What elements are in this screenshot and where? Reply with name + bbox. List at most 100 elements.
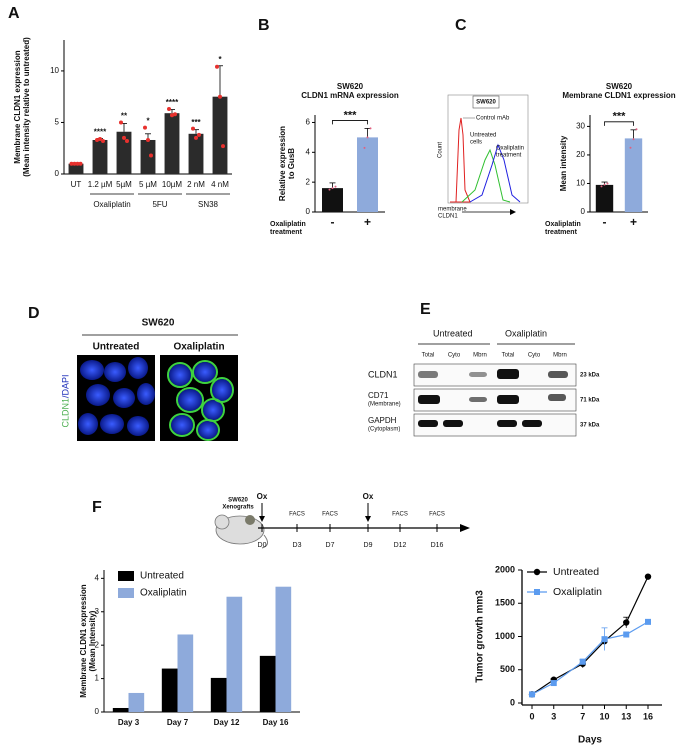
data-point [215, 64, 219, 69]
legend-label: Oxaliplatin [140, 588, 187, 599]
marker [623, 631, 630, 638]
day-label: D0 [258, 542, 267, 549]
data-point [125, 139, 129, 144]
model-label: SW620 [228, 498, 248, 504]
flow-xlabel: membrane [438, 207, 467, 213]
bar [177, 634, 194, 712]
flow-title: SW620 [476, 100, 496, 106]
flow-title-box [472, 95, 500, 109]
bar [226, 596, 243, 712]
y-tick-label: 1500 [495, 598, 515, 608]
lane-label: Total [422, 353, 435, 359]
day-label: D16 [431, 542, 444, 549]
y-axis-label: Mean intensity [559, 135, 568, 191]
bar [92, 139, 108, 174]
microscopy: SW620 Untreated Oxaliplatin CLDN1 /DAPI [60, 318, 238, 441]
y-tick-label: 3 [95, 607, 100, 616]
x-tick-label: - [331, 215, 335, 229]
bar [322, 188, 343, 212]
y-tick-label: 1000 [495, 631, 515, 641]
y-tick-label: 10 [576, 179, 585, 188]
event-label: FACS [289, 512, 305, 518]
bar [275, 586, 292, 712]
blot-row-label: (Membrane) [368, 402, 401, 408]
data-point [363, 146, 366, 149]
untreated-label: Untreated [470, 133, 496, 139]
blot-size: 23 kDa [580, 373, 600, 379]
significance: **** [94, 128, 107, 137]
treated-label: treatment [496, 153, 522, 159]
y-tick-label: 500 [500, 664, 515, 674]
bar [188, 133, 204, 174]
bar [112, 707, 129, 712]
significance: *** [344, 109, 358, 121]
data-point [78, 161, 83, 166]
legend-label: Oxaliplatin [553, 586, 602, 598]
x-tick-label: 16 [643, 711, 653, 721]
y-axis-label: Tumor growth mm3 [475, 590, 486, 683]
x-tick-label: + [364, 215, 371, 229]
group-label: SN38 [198, 200, 219, 209]
flow-cytometry: SW620 Control mAb Untreated cells Oxalip… [438, 94, 529, 220]
panel-label: A [8, 5, 20, 22]
mouse-head [214, 514, 230, 530]
significance: *** [191, 118, 201, 127]
data-point [173, 112, 177, 117]
significance: * [146, 117, 150, 126]
data-point [331, 187, 334, 190]
event-label: FACS [322, 512, 338, 518]
x-tick-label: UT [71, 180, 82, 189]
panel-label: D [28, 305, 40, 322]
y-tick-label: 0 [95, 707, 100, 716]
chart-title: Membrane CLDN1 expression [562, 91, 675, 100]
event-label: FACS [392, 512, 408, 518]
bar [259, 655, 276, 712]
data-point [632, 138, 635, 141]
data-point [122, 135, 126, 140]
panel-label: B [258, 17, 270, 34]
control-label: Control mAb [476, 116, 510, 122]
nuclei [78, 357, 232, 439]
series-line [531, 621, 649, 695]
y-tick-label: 0 [306, 207, 311, 216]
marker [601, 636, 608, 643]
data-point [101, 139, 105, 144]
data-point [218, 94, 222, 99]
blot-strip [413, 413, 577, 437]
x-tick-label: 10µM [162, 180, 183, 189]
x-tick-label: Day 12 [214, 718, 240, 727]
data-point [167, 107, 171, 112]
lane-label: Total [502, 353, 515, 359]
marker [579, 658, 586, 665]
untreated-label: cells [470, 140, 482, 146]
lane-label: Mbrn [473, 353, 487, 359]
legend-swatch [118, 571, 134, 581]
x-axis-label: Oxaliplatin [545, 221, 581, 228]
y-axis-label: Relative expression [278, 126, 287, 201]
lane-label: Cyto [528, 353, 541, 359]
y-tick-label: 2000 [495, 564, 515, 574]
x-tick-label: 3 [551, 711, 556, 721]
legend-label: Untreated [140, 571, 184, 582]
oxaliplatin-curve [469, 143, 521, 203]
arrow-head [365, 516, 371, 522]
y-tick-label: 20 [576, 150, 585, 159]
legend-label: Untreated [553, 566, 599, 578]
bar [210, 677, 227, 712]
x-tick-label: 7 [580, 711, 585, 721]
significance: *** [613, 111, 627, 123]
y-tick-label: 5 [55, 118, 60, 127]
bar [161, 668, 178, 712]
flow-frame [447, 94, 529, 204]
bar [357, 137, 378, 212]
panel-label: C [455, 17, 467, 34]
bar [624, 138, 643, 212]
flow-xlabel: CLDN1 [438, 214, 458, 220]
x-tick-label: Day 3 [118, 718, 140, 727]
blot-group: Untreated [433, 328, 473, 338]
y-tick-label: 10 [50, 66, 59, 75]
marker [529, 691, 535, 698]
y-tick-label: 0 [581, 207, 586, 216]
